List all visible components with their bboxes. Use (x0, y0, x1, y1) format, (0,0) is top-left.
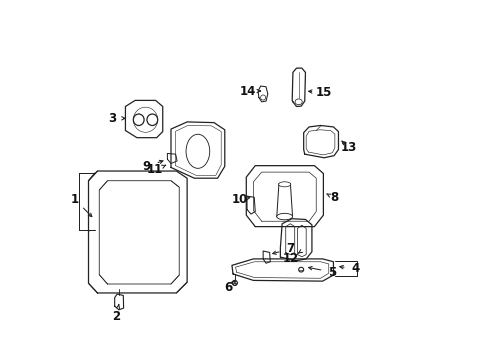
Polygon shape (276, 184, 292, 220)
Text: 8: 8 (330, 192, 338, 204)
Polygon shape (258, 86, 267, 102)
Text: 4: 4 (351, 262, 359, 275)
Text: 10: 10 (232, 193, 248, 206)
Polygon shape (175, 126, 221, 175)
Polygon shape (253, 172, 316, 221)
Text: 11: 11 (146, 163, 163, 176)
Text: 2: 2 (112, 310, 120, 323)
Ellipse shape (294, 99, 302, 105)
Ellipse shape (232, 280, 237, 285)
Polygon shape (125, 100, 163, 138)
Ellipse shape (276, 213, 292, 220)
Text: 13: 13 (340, 140, 356, 153)
Polygon shape (297, 225, 305, 257)
Ellipse shape (298, 267, 303, 272)
Text: 15: 15 (315, 86, 331, 99)
Ellipse shape (260, 95, 265, 100)
Ellipse shape (278, 182, 290, 187)
Text: 1: 1 (71, 193, 79, 206)
Text: 5: 5 (327, 266, 336, 279)
Text: 7: 7 (286, 242, 294, 255)
Polygon shape (263, 251, 270, 263)
Ellipse shape (133, 114, 144, 126)
Polygon shape (235, 262, 328, 278)
Polygon shape (231, 259, 333, 281)
Polygon shape (280, 219, 311, 261)
Ellipse shape (185, 134, 209, 168)
Polygon shape (246, 196, 255, 214)
Text: 14: 14 (240, 85, 256, 98)
Polygon shape (171, 122, 224, 178)
Polygon shape (246, 166, 323, 226)
Polygon shape (88, 171, 187, 293)
Text: 12: 12 (283, 252, 299, 265)
Text: 6: 6 (224, 281, 232, 294)
Ellipse shape (147, 114, 158, 126)
Polygon shape (292, 68, 305, 107)
Polygon shape (305, 130, 334, 155)
Polygon shape (99, 181, 179, 284)
Text: 9: 9 (142, 160, 151, 173)
Text: 3: 3 (107, 112, 116, 125)
Polygon shape (167, 153, 177, 163)
Polygon shape (285, 224, 294, 255)
Polygon shape (303, 126, 338, 158)
Polygon shape (115, 294, 123, 310)
